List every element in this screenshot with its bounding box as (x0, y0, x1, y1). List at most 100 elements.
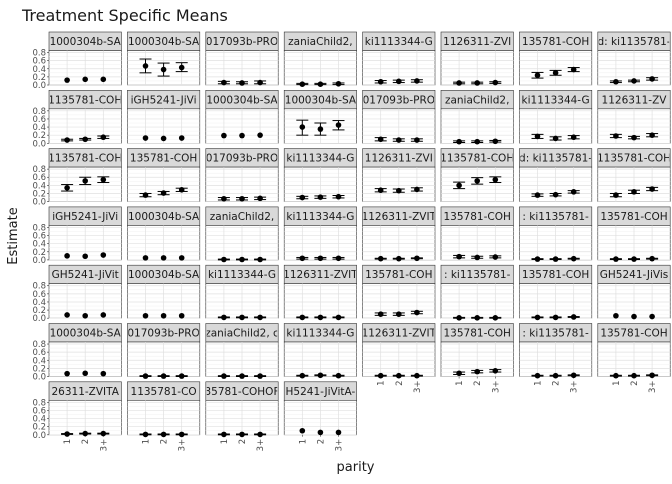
x-tick-label: 1 (377, 381, 387, 386)
data-point (178, 373, 185, 379)
data-point (335, 314, 342, 321)
data-point (335, 255, 342, 262)
facet-panel: 1126311-ZVIT (362, 206, 436, 262)
y-tick-label: 0.0 (32, 198, 46, 208)
facet-strip-label: 1135781-COH (48, 94, 122, 106)
data-point (377, 311, 384, 317)
data-point (221, 314, 227, 321)
x-tick-label: 1 (455, 381, 465, 386)
data-point (317, 429, 324, 436)
y-tick-label: 0.4 (32, 356, 46, 366)
facet-strip-label: ki1113344-G (286, 211, 354, 223)
data-point (100, 176, 107, 183)
facet-panel: iGH5241-JiVi (127, 90, 201, 144)
data-point (257, 195, 263, 202)
data-point (100, 430, 107, 437)
data-point (649, 313, 655, 320)
data-point (552, 372, 559, 379)
data-point (492, 176, 499, 183)
facet-panel: 135781-COH (597, 206, 671, 262)
data-point (160, 135, 167, 142)
data-point (142, 255, 149, 261)
facet-panel: ki1113344-G (283, 148, 357, 202)
y-tick-label: 0.2 (32, 248, 46, 258)
facet-strip-label: 017093b-PRO (206, 36, 278, 48)
facet-strip-label: 017093b-PRO (206, 153, 278, 165)
data-point (178, 431, 185, 438)
facet-strip-label: 135781-COH (130, 153, 197, 165)
y-tick-label: 0.6 (32, 57, 46, 67)
facet-strip-label: ki1113344-G (286, 153, 354, 165)
y-tick-label: 0.6 (32, 115, 46, 125)
y-tick-label: 0.0 (32, 431, 46, 441)
facet-panel: 1126311-ZVIT 1 2 3+ (362, 323, 436, 393)
data-point (396, 372, 402, 379)
facet-panel: 1126311-ZVI (362, 148, 436, 202)
facet-panel: ki1113344-G (362, 31, 436, 86)
data-point (456, 138, 462, 145)
x-tick-label: 3+ (178, 439, 188, 452)
data-point (299, 81, 306, 87)
data-point (414, 372, 420, 379)
y-tick-label: 0.0 (32, 81, 46, 91)
data-point (456, 253, 462, 260)
facet-panel: zaniaChild2, (440, 90, 514, 145)
data-point (239, 132, 245, 139)
data-point (414, 78, 420, 84)
y-tick-label: 0.0 (32, 139, 46, 149)
facet-strip-label: 1000304b-SA (128, 36, 200, 48)
data-point (396, 311, 402, 317)
data-point (178, 255, 185, 261)
facet-panel: d: ki1135781- (597, 31, 671, 86)
data-point (100, 370, 107, 377)
facet-strip-label: GH5241-JiVit (52, 269, 119, 281)
facet-panel: 135781-COH (519, 264, 593, 321)
facet-strip-label: 1000304b-SA (285, 94, 357, 106)
facet-strip-label: 135781-COH (522, 269, 589, 281)
x-tick-label: 2 (630, 381, 640, 386)
data-point (492, 79, 499, 86)
data-point (613, 78, 619, 85)
data-point (396, 187, 402, 194)
facet-strip-label: iGH5241-JiVi (52, 211, 118, 223)
facet-panel: 135781-COH (519, 31, 593, 86)
data-point (178, 135, 185, 141)
data-point (64, 431, 70, 437)
data-point (396, 255, 402, 262)
data-point (474, 138, 481, 145)
x-tick-label: 3+ (491, 381, 501, 394)
data-point (64, 312, 70, 318)
data-point (64, 137, 70, 143)
y-tick-label: 0.8 (32, 223, 46, 233)
x-tick-label: 1 (612, 381, 622, 386)
y-tick-label: 0.8 (32, 398, 46, 408)
data-point (474, 368, 481, 375)
data-point (82, 312, 88, 319)
facet-strip-label: zaniaChild2, (445, 94, 509, 106)
facet-panel: 017093b-PRO (205, 148, 279, 202)
data-point (317, 314, 324, 321)
facet-strip-label: ki1113344-G (208, 269, 276, 281)
data-point (100, 76, 107, 83)
facet-panel: 1126311-ZVIT (283, 264, 357, 321)
facet-strip-label: zaniaChild2, (210, 211, 274, 223)
y-tick-label: 0.6 (32, 290, 46, 300)
y-tick-label: 0.2 (32, 364, 46, 374)
facet-panel: 1135781-COH (440, 148, 514, 202)
data-point (631, 372, 637, 379)
facet-panel: 1000304b-SA (283, 90, 357, 144)
data-point (160, 312, 167, 319)
y-tick-label: 0.4 (32, 415, 46, 425)
facet-strip-label: ki1113344-G (522, 94, 590, 106)
y-tick-label: 0.2 (32, 73, 46, 83)
facet-panel: iGH5241-JiVi 0.00.20.40.60.8 (32, 206, 122, 266)
data-point (552, 256, 559, 262)
x-tick-label: 2 (316, 439, 326, 444)
y-tick-label: 0.2 (32, 131, 46, 141)
facet-panel: 1000304b-SA (127, 264, 201, 319)
data-point (257, 373, 263, 379)
y-tick-label: 0.4 (32, 181, 46, 191)
facet-strip-label: 1000304b-SA (206, 94, 278, 106)
data-point (570, 372, 577, 379)
